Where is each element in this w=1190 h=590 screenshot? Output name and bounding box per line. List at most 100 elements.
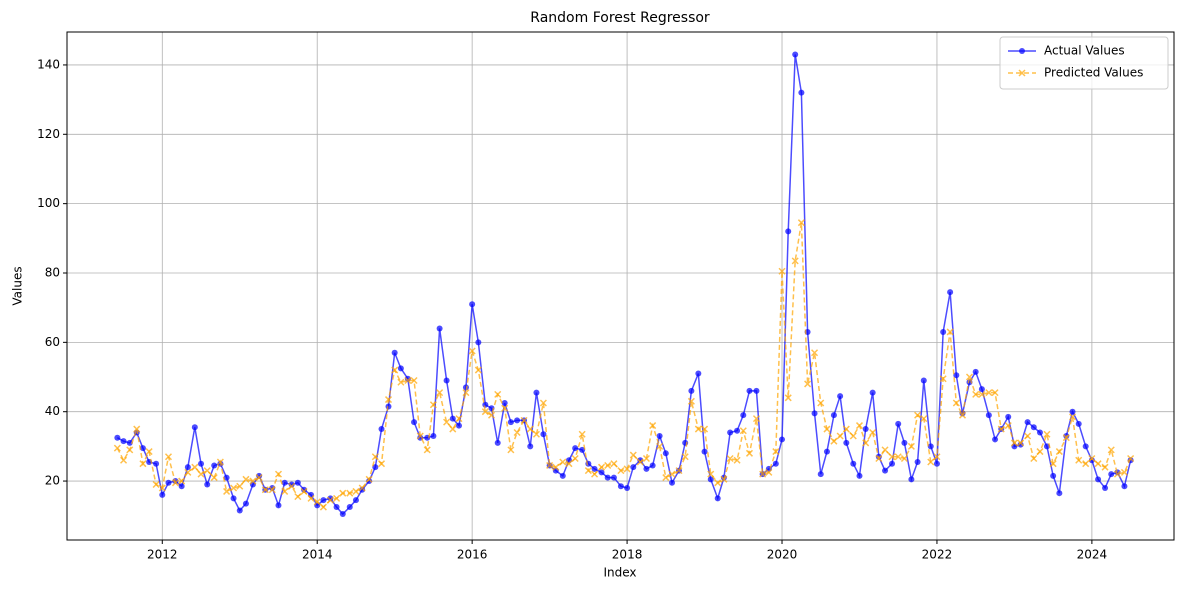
point-marker: [1082, 443, 1089, 450]
y-tick-label: 140: [37, 57, 60, 71]
point-marker: [210, 474, 218, 482]
point-marker: [1108, 471, 1115, 478]
y-tick-label: 100: [37, 196, 60, 210]
point-marker: [629, 451, 637, 459]
point-marker: [933, 453, 941, 461]
point-marker: [455, 422, 462, 429]
point-marker: [242, 475, 250, 483]
point-marker: [701, 425, 709, 433]
point-marker: [772, 460, 779, 467]
point-marker: [920, 377, 927, 384]
point-marker: [714, 479, 722, 487]
point-marker: [779, 436, 786, 443]
point-marker: [804, 380, 812, 388]
point-marker: [281, 479, 288, 486]
point-marker: [1017, 439, 1025, 447]
point-marker: [1004, 422, 1012, 430]
point-marker: [1094, 460, 1102, 468]
point-marker: [197, 470, 205, 478]
point-marker: [191, 463, 199, 471]
point-marker: [656, 432, 663, 439]
point-marker: [604, 474, 611, 481]
point-marker: [759, 470, 767, 478]
point-marker: [869, 428, 877, 437]
point-marker: [242, 500, 249, 507]
point-marker: [1030, 424, 1037, 431]
point-marker: [468, 347, 476, 355]
point-marker: [927, 443, 934, 450]
point-marker: [798, 89, 805, 96]
point-marker: [997, 425, 1005, 433]
point-marker: [991, 389, 999, 397]
point-marker: [797, 219, 805, 227]
point-marker: [281, 487, 289, 495]
point-marker: [223, 474, 230, 481]
point-marker: [178, 483, 185, 490]
point-marker: [978, 386, 985, 393]
point-marker: [216, 458, 224, 466]
point-marker: [1127, 454, 1135, 463]
point-marker: [255, 474, 263, 482]
x-tick-label: 2018: [612, 548, 643, 562]
point-marker: [765, 468, 773, 476]
point-marker: [120, 456, 128, 464]
point-marker: [920, 415, 928, 423]
point-marker: [817, 399, 825, 407]
point-marker: [230, 484, 238, 492]
point-marker: [152, 480, 160, 489]
point-marker: [598, 469, 605, 476]
legend-label: Actual Values: [1044, 44, 1125, 58]
point-marker: [326, 496, 334, 504]
point-marker: [404, 376, 412, 385]
point-marker: [947, 289, 954, 296]
point-marker: [372, 464, 379, 471]
point-marker: [455, 415, 463, 423]
point-marker: [391, 349, 398, 356]
point-marker: [533, 389, 540, 396]
point-marker: [546, 461, 554, 469]
point-marker: [126, 439, 133, 446]
point-marker: [992, 436, 999, 443]
point-marker: [236, 482, 244, 490]
point-marker: [159, 491, 166, 498]
point-marker: [469, 301, 476, 308]
point-marker: [320, 497, 327, 504]
point-marker: [371, 453, 379, 461]
point-marker: [319, 503, 327, 511]
point-marker: [114, 434, 121, 441]
point-marker: [487, 411, 496, 419]
point-marker: [474, 366, 482, 374]
point-marker: [288, 481, 295, 488]
x-tick-label: 2022: [922, 548, 953, 562]
point-marker: [1082, 460, 1090, 468]
point-marker: [940, 328, 947, 335]
legend: Actual Values Predicted Values: [999, 36, 1169, 90]
point-marker: [559, 472, 566, 479]
point-marker: [636, 458, 644, 466]
point-marker: [811, 410, 818, 417]
point-marker: [662, 450, 669, 457]
point-marker: [513, 428, 521, 437]
point-marker: [823, 448, 830, 455]
point-marker: [339, 510, 346, 517]
point-marker: [507, 419, 514, 426]
point-marker: [481, 408, 489, 416]
legend-label: Predicted Values: [1044, 66, 1143, 80]
point-marker: [494, 390, 502, 398]
point-marker: [830, 437, 838, 445]
point-marker: [881, 446, 889, 454]
point-marker: [275, 502, 282, 509]
point-marker: [1050, 472, 1057, 479]
point-marker: [378, 426, 385, 433]
point-marker: [436, 389, 444, 397]
point-marker: [578, 430, 586, 438]
x-axis-label: Index: [603, 566, 636, 580]
point-marker: [230, 495, 237, 502]
x-tick-label: 2020: [767, 548, 798, 562]
point-marker: [837, 393, 844, 400]
point-marker: [630, 464, 637, 471]
point-marker: [889, 460, 896, 467]
point-marker: [256, 472, 263, 479]
point-marker: [778, 267, 786, 275]
